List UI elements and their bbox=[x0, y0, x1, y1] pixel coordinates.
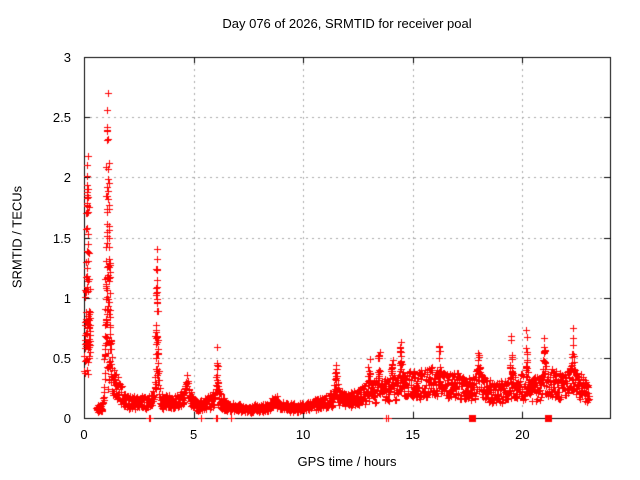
x-tick-label: 20 bbox=[515, 427, 530, 442]
x-tick-label: 10 bbox=[295, 427, 311, 442]
y-tick-label: 1 bbox=[63, 290, 71, 306]
x-tick-label: 5 bbox=[189, 427, 198, 442]
y-tick-label: 2.5 bbox=[52, 110, 71, 126]
y-tick-label: 2 bbox=[63, 170, 71, 186]
y-tick-label: 0.5 bbox=[52, 350, 71, 366]
y-tick-label: 1.5 bbox=[52, 230, 71, 246]
x-axis-title: GPS time / hours bbox=[297, 454, 397, 469]
y-tick-label: 0 bbox=[63, 411, 71, 426]
y-tick-label: 3 bbox=[63, 50, 71, 65]
x-tick-label: 15 bbox=[405, 427, 420, 442]
chart-title: Day 076 of 2026, SRMTID for receiver poa… bbox=[222, 16, 472, 31]
x-tick-label: 0 bbox=[80, 427, 88, 442]
